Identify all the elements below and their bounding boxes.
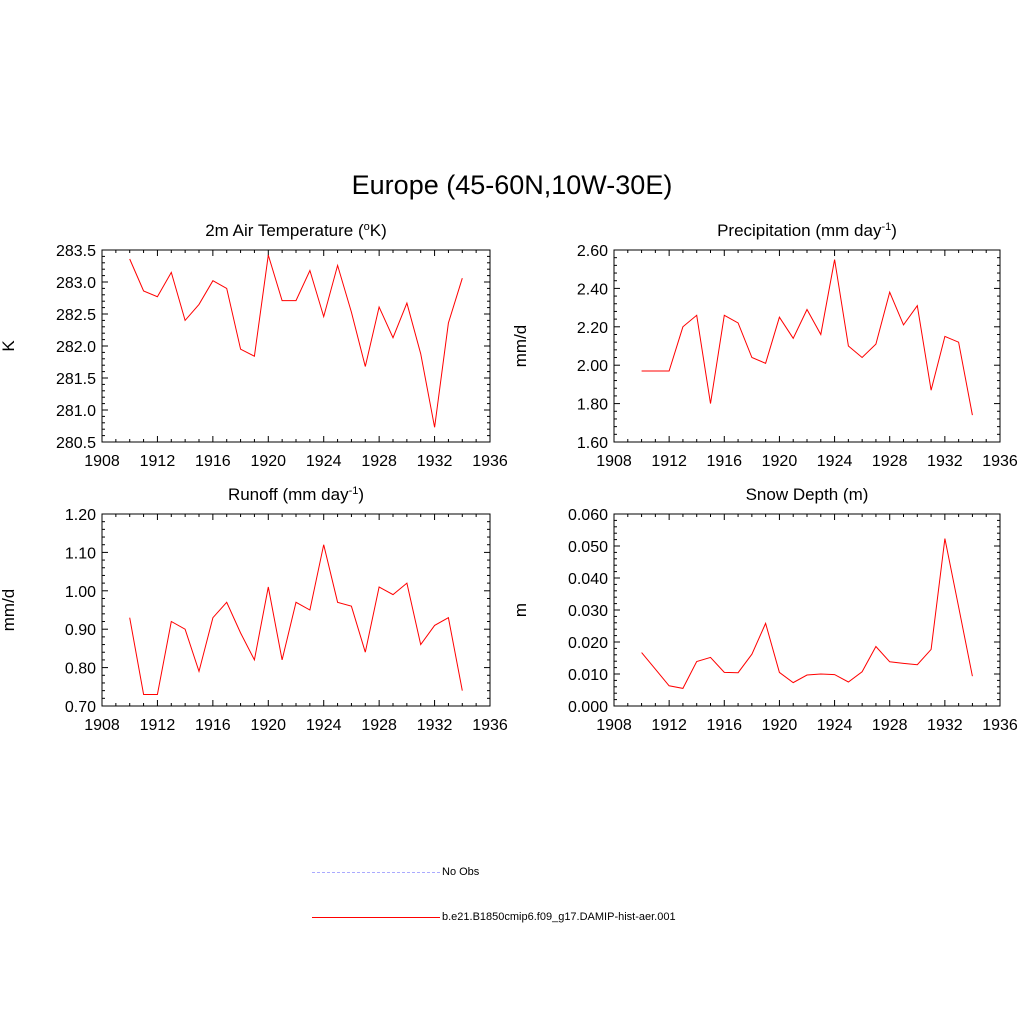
x-tick-label: 1932 — [417, 453, 453, 470]
y-axis-label: mm/d — [0, 589, 18, 632]
y-tick-label: 0.010 — [568, 667, 608, 684]
y-tick-label: 2.00 — [577, 358, 608, 375]
y-tick-label: 1.80 — [577, 397, 608, 414]
y-tick-label: 0.040 — [568, 571, 608, 588]
y-tick-label: 0.050 — [568, 539, 608, 556]
x-tick-label: 1920 — [762, 717, 798, 734]
x-tick-label: 1916 — [706, 453, 742, 470]
panel-title: Runoff (mm day-1) — [228, 485, 364, 504]
x-tick-label: 1936 — [472, 717, 508, 734]
panel-1: 1908 1912 1916 1920 1924 1928 1932 1936 280.5 281… — [0, 221, 508, 470]
x-tick-label: 1908 — [596, 453, 632, 470]
series-line — [129, 544, 463, 695]
y-axis-label: m — [511, 603, 530, 617]
y-tick-label: 282.5 — [56, 307, 96, 324]
y-tick-label: 283.0 — [56, 275, 96, 292]
x-tick-label: 1932 — [927, 453, 963, 470]
panel-title: Precipitation (mm day-1) — [717, 221, 897, 240]
x-tick-label: 1932 — [927, 717, 963, 734]
series-line — [129, 254, 463, 428]
plot-frame — [613, 513, 1001, 707]
y-axis-label: mm/d — [511, 325, 530, 368]
y-tick-label: 0.90 — [65, 622, 96, 639]
legend-obs-swatch — [312, 871, 440, 873]
y-tick-label: 0.70 — [65, 699, 96, 716]
y-tick-label: 2.20 — [577, 320, 608, 337]
legend-model-label: b.e21.B1850cmip6.f09_g17.DAMIP-hist-aer.… — [442, 911, 676, 923]
x-tick-label: 1936 — [982, 717, 1018, 734]
y-tick-label: 0.000 — [568, 699, 608, 716]
y-tick-label: 2.40 — [577, 281, 608, 298]
panel-2: 1908 1912 1916 1920 1924 1928 1932 1936 1.60 1.80… — [511, 221, 1018, 470]
x-tick-label: 1908 — [84, 717, 120, 734]
x-tick-label: 1924 — [306, 717, 342, 734]
x-tick-label: 1924 — [817, 717, 853, 734]
y-axis-label: K — [0, 340, 18, 352]
y-tick-label: 1.60 — [577, 435, 608, 452]
y-tick-label: 1.10 — [65, 545, 96, 562]
y-tick-label: 280.5 — [56, 435, 96, 452]
x-tick-label: 1912 — [140, 717, 176, 734]
x-tick-label: 1924 — [817, 453, 853, 470]
x-tick-label: 1916 — [706, 717, 742, 734]
x-tick-label: 1932 — [417, 717, 453, 734]
x-tick-label: 1924 — [306, 453, 342, 470]
x-tick-label: 1920 — [762, 453, 798, 470]
legend-model-swatch — [312, 916, 440, 918]
legend-obs: No Obs — [312, 866, 479, 878]
y-tick-label: 0.80 — [65, 661, 96, 678]
y-tick-label: 1.00 — [65, 584, 96, 601]
y-tick-label: 0.020 — [568, 635, 608, 652]
x-tick-label: 1908 — [596, 717, 632, 734]
panel-title: 2m Air Temperature (oK) — [205, 221, 387, 240]
x-tick-label: 1912 — [140, 453, 176, 470]
legend-obs-label: No Obs — [442, 866, 480, 878]
x-tick-label: 1928 — [361, 453, 397, 470]
y-tick-label: 281.5 — [56, 371, 96, 388]
y-tick-label: 1.20 — [65, 507, 96, 524]
y-tick-label: 0.030 — [568, 603, 608, 620]
x-tick-label: 1912 — [651, 453, 687, 470]
y-tick-label: 0.060 — [568, 507, 608, 524]
x-tick-label: 1928 — [872, 453, 908, 470]
panel-3: 1908 1912 1916 1920 1924 1928 1932 1936 0.70 0.80… — [0, 485, 508, 734]
x-tick-label: 1920 — [250, 453, 286, 470]
y-tick-label: 282.0 — [56, 339, 96, 356]
panel-title: Snow Depth (m) — [746, 485, 869, 504]
y-tick-label: 2.60 — [577, 243, 608, 260]
x-tick-label: 1912 — [651, 717, 687, 734]
x-tick-label: 1920 — [250, 717, 286, 734]
x-tick-label: 1936 — [982, 453, 1018, 470]
series-line — [641, 259, 973, 416]
x-tick-label: 1916 — [195, 453, 231, 470]
x-tick-label: 1928 — [872, 717, 908, 734]
x-tick-label: 1936 — [472, 453, 508, 470]
main-title: Europe (45-60N,10W-30E) — [351, 170, 673, 200]
y-tick-label: 281.0 — [56, 403, 96, 420]
y-tick-label: 283.5 — [56, 243, 96, 260]
x-tick-label: 1916 — [195, 717, 231, 734]
x-tick-label: 1908 — [84, 453, 120, 470]
panel-4: 1908 1912 1916 1920 1924 1928 1932 1936 0.000 0.0… — [511, 485, 1018, 734]
x-tick-label: 1928 — [361, 717, 397, 734]
series-line — [641, 538, 973, 689]
legend-model: b.e21.B1850cmip6.f09_g17.DAMIP-hist-aer.… — [312, 911, 676, 923]
